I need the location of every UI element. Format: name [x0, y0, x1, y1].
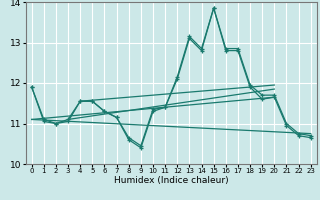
X-axis label: Humidex (Indice chaleur): Humidex (Indice chaleur) [114, 176, 228, 185]
